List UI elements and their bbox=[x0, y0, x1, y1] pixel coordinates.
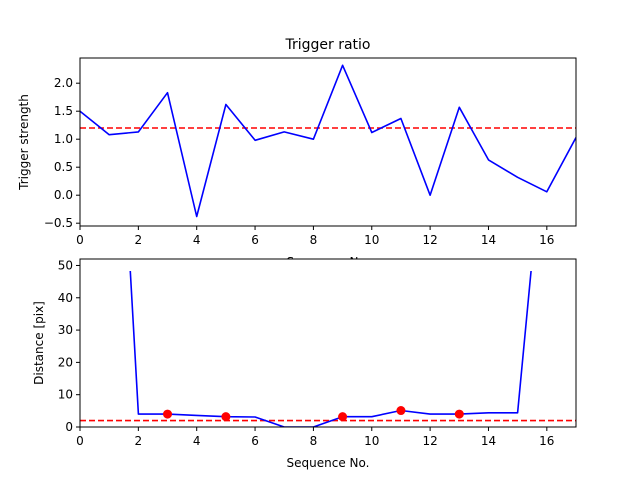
top-axes-frame bbox=[79, 57, 577, 227]
label-overlap-mask bbox=[80, 259, 576, 271]
top-plot-area bbox=[80, 64, 576, 218]
top-x-tick-label: 10 bbox=[364, 233, 379, 247]
top-y-tick-label: 0.5 bbox=[54, 160, 73, 174]
top-subplot: Trigger ratio Trigger strength 0 2 4 6 8 10 12… bbox=[17, 37, 577, 247]
bottom-x-ticks: 0 2 4 6 8 10 12 14 16 bbox=[76, 427, 554, 448]
bottom-y-tick-label: 50 bbox=[58, 258, 73, 272]
bottom-x-tick-label: 8 bbox=[310, 434, 318, 448]
bottom-y-ticks: 0 10 20 30 40 50 bbox=[58, 258, 80, 434]
top-y-tick-label: 0.0 bbox=[54, 188, 73, 202]
bottom-marker-point bbox=[338, 412, 348, 422]
bottom-y-tick-label: 40 bbox=[58, 291, 73, 305]
bottom-x-tick-label: 10 bbox=[364, 434, 379, 448]
top-x-tick-label: 8 bbox=[310, 233, 318, 247]
bottom-marker-point bbox=[396, 406, 406, 416]
bottom-y-tick-label: 0 bbox=[65, 420, 73, 434]
top-series-layer bbox=[80, 64, 576, 218]
top-x-tick-label: 0 bbox=[76, 233, 84, 247]
top-y-tick-label: 1.0 bbox=[54, 132, 73, 146]
top-y-ticks: −0.5 0.0 0.5 1.0 1.5 2.0 bbox=[44, 76, 80, 230]
bottom-x-tick-label: 4 bbox=[193, 434, 201, 448]
top-x-tick-label: 2 bbox=[135, 233, 143, 247]
top-x-tick-label: 6 bbox=[251, 233, 259, 247]
bottom-marker-point bbox=[221, 412, 231, 422]
bottom-x-tick-label: 14 bbox=[481, 434, 496, 448]
bottom-x-tick-label: 6 bbox=[251, 434, 259, 448]
top-y-tick-label: −0.5 bbox=[44, 216, 73, 230]
bottom-series-line bbox=[128, 259, 533, 427]
top-x-ticks: 0 2 4 6 8 10 12 14 16 bbox=[76, 226, 554, 247]
bottom-x-axis-label: Sequence No. bbox=[287, 456, 370, 470]
top-series-line bbox=[80, 64, 576, 218]
top-y-tick-label: 2.0 bbox=[54, 76, 73, 90]
bottom-axes-frame-overlay bbox=[79, 258, 577, 428]
bottom-x-tick-label: 12 bbox=[422, 434, 437, 448]
top-y-tick-label: 1.5 bbox=[54, 104, 73, 118]
top-x-tick-label: 12 bbox=[422, 233, 437, 247]
top-x-tick-label: 16 bbox=[539, 233, 554, 247]
top-y-axis-label: Trigger strength bbox=[17, 94, 31, 191]
bottom-y-tick-label: 30 bbox=[58, 323, 73, 337]
top-x-tick-label: 4 bbox=[193, 233, 201, 247]
bottom-x-tick-label: 2 bbox=[135, 434, 143, 448]
bottom-marker-point bbox=[163, 409, 173, 419]
top-chart-title: Trigger ratio bbox=[284, 37, 370, 53]
bottom-x-tick-label: 0 bbox=[76, 434, 84, 448]
bottom-y-tick-label: 10 bbox=[58, 388, 73, 402]
bottom-y-tick-label: 20 bbox=[58, 355, 73, 369]
bottom-y-axis-label: Distance [pix] bbox=[32, 301, 46, 385]
bottom-x-tick-label: 16 bbox=[539, 434, 554, 448]
bottom-marker-point bbox=[454, 409, 464, 419]
top-x-tick-label: 14 bbox=[481, 233, 496, 247]
bottom-subplot: 0 2 4 6 8 10 12 14 16 0 10 20 30 40 50 Sequence No. D… bbox=[32, 258, 577, 470]
